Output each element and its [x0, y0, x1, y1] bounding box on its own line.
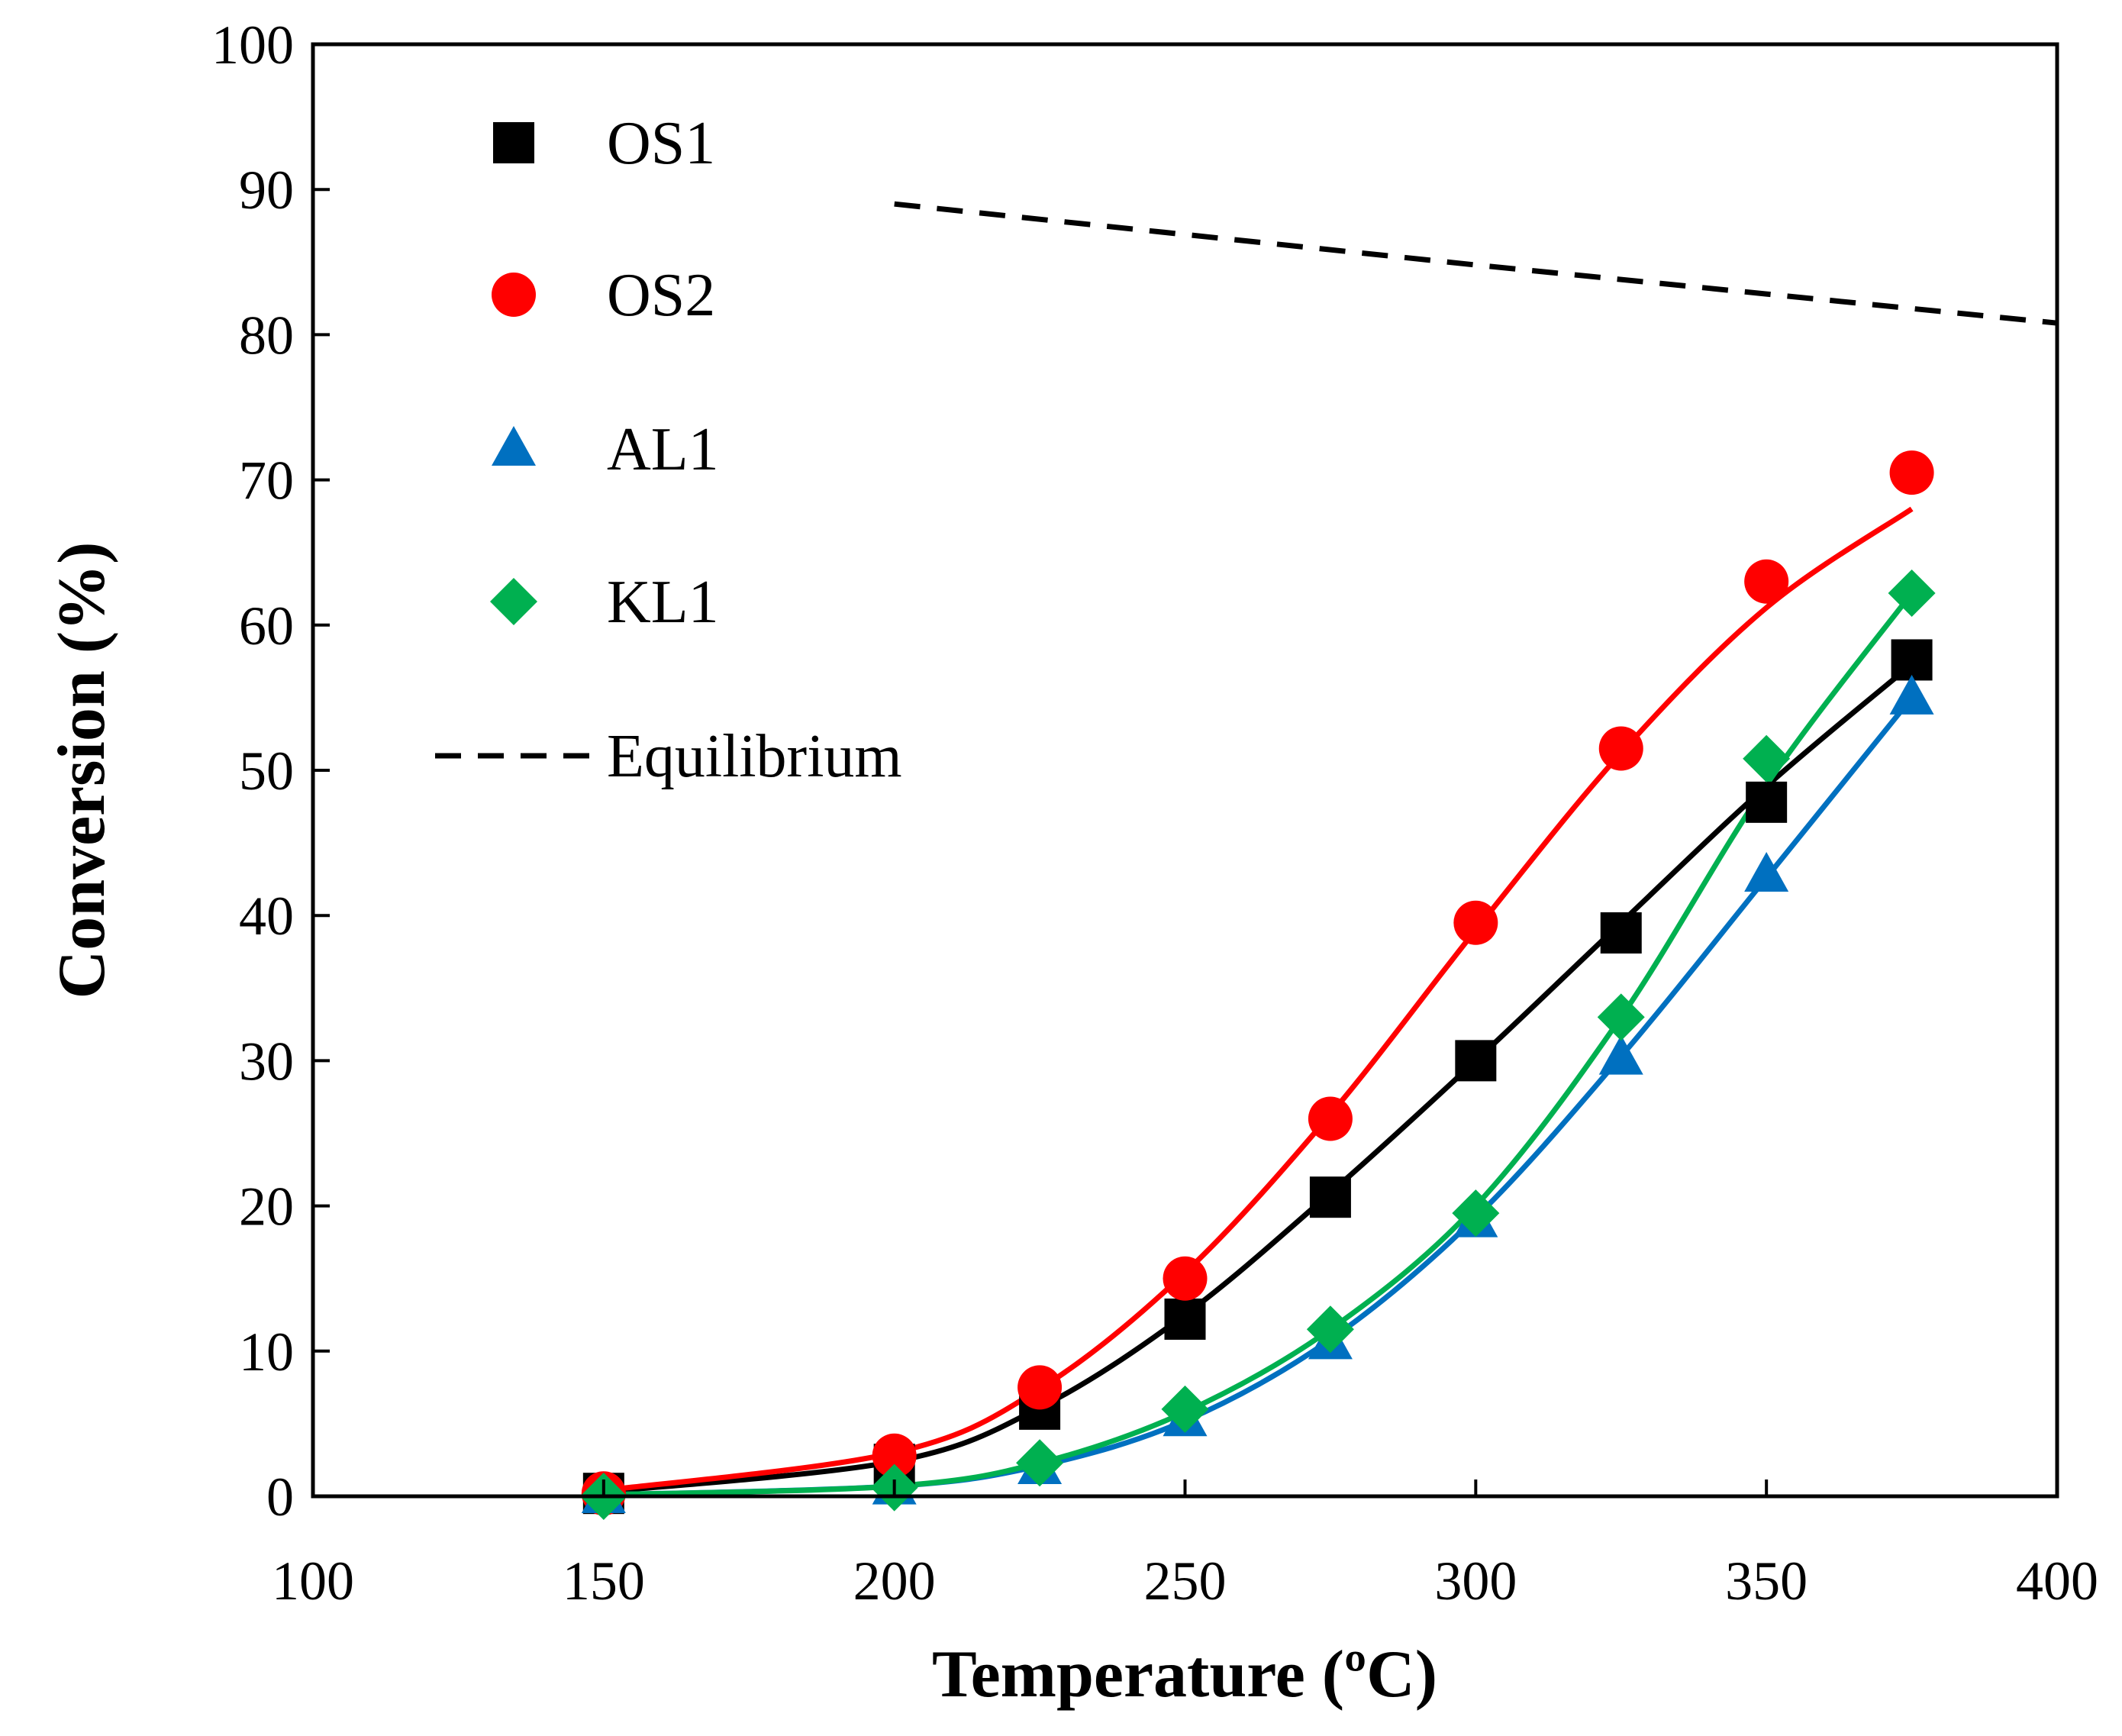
kl1-point	[1016, 1439, 1064, 1487]
x-axis-title: Temperature (ºC)	[932, 1638, 1437, 1712]
os2-point	[1453, 900, 1498, 945]
data-markers	[579, 450, 1936, 1520]
x-tick-label: 100	[272, 1550, 354, 1612]
y-tick-label: 60	[239, 595, 294, 657]
al1-point	[1889, 674, 1934, 715]
x-axis-ticks: 100 150 200 250 300 350 400	[272, 1479, 2098, 1612]
os1-point	[1309, 1176, 1351, 1218]
kl1-point	[1452, 1189, 1500, 1237]
os1-point	[1746, 781, 1788, 823]
legend-equilibrium-label: Equilibrium	[607, 723, 902, 790]
os2-point	[1017, 1365, 1063, 1410]
legend-os2-label: OS2	[607, 262, 715, 329]
x-tick-label: 200	[853, 1550, 936, 1612]
x-tick-label: 250	[1144, 1550, 1227, 1612]
y-tick-label: 90	[239, 160, 294, 221]
x-tick-label: 400	[2016, 1550, 2098, 1612]
os2-point	[1308, 1096, 1353, 1141]
kl1-point	[1306, 1305, 1354, 1354]
legend-al1-marker	[492, 426, 536, 466]
legend-os1-label: OS1	[607, 110, 715, 177]
kl1-fit-line	[603, 591, 1914, 1498]
kl1-point	[1743, 734, 1791, 782]
x-tick-label: 300	[1434, 1550, 1517, 1612]
os2-point	[1889, 450, 1934, 495]
x-tick-label: 150	[563, 1550, 645, 1612]
os1-point	[1164, 1298, 1206, 1340]
legend-al1-label: AL1	[607, 416, 719, 483]
al1-point	[1598, 1034, 1643, 1075]
y-tick-label: 10	[239, 1321, 294, 1383]
equilibrium-layer	[894, 201, 2058, 326]
y-tick-label: 30	[239, 1031, 294, 1092]
y-tick-label: 0	[266, 1467, 294, 1528]
legend-os2-marker	[492, 273, 536, 317]
y-tick-label: 40	[239, 886, 294, 947]
legend-kl1-label: KL1	[607, 569, 719, 636]
kl1-point	[1597, 993, 1645, 1041]
y-tick-label: 80	[239, 305, 294, 366]
os2-fit-line	[603, 506, 1914, 1493]
fit-curves	[603, 506, 1914, 1498]
al1-point	[1744, 851, 1789, 892]
equilibrium-line	[894, 201, 2058, 326]
legend: OS1 OS2 AL1 KL1 Equilibrium	[435, 110, 902, 790]
y-tick-label: 20	[239, 1176, 294, 1237]
os1-point	[1455, 1040, 1497, 1082]
os2-point	[1598, 726, 1643, 771]
y-tick-label: 50	[239, 741, 294, 802]
y-tick-label: 100	[211, 15, 294, 76]
os1-point	[1891, 639, 1933, 681]
os2-point	[872, 1433, 917, 1478]
os2-point	[1744, 559, 1789, 604]
os1-point	[1600, 912, 1642, 954]
kl1-point	[1161, 1385, 1209, 1433]
legend-os1-marker	[493, 122, 534, 163]
y-tick-label: 70	[239, 450, 294, 511]
x-tick-label: 350	[1725, 1550, 1808, 1612]
kl1-point	[1888, 569, 1936, 617]
y-axis-ticks: 0 10 20 30 40 50 60 70 80 90 100	[211, 15, 330, 1528]
legend-kl1-marker	[490, 578, 537, 625]
y-axis-title: Conversion (%)	[45, 542, 119, 999]
os2-point	[1163, 1256, 1208, 1301]
